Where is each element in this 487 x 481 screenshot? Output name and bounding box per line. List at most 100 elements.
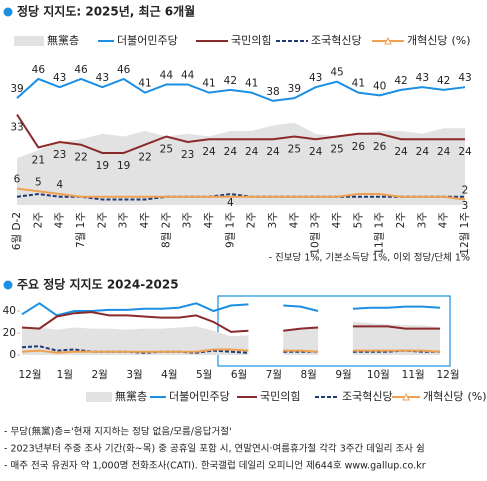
- data-label: 23: [181, 149, 194, 161]
- footnote: - 무당(無黨)층='현재 지지하는 정당 없음/모름/응답거절': [4, 426, 232, 438]
- data-label: 33: [10, 122, 23, 134]
- x-tick-label: 9월 1주: [224, 212, 236, 248]
- x-tick-label: 2주: [96, 212, 108, 229]
- x-tick-label: 2주: [395, 212, 407, 229]
- series-line: [16, 187, 466, 201]
- data-label: 39: [288, 83, 301, 95]
- data-label: 24: [437, 146, 451, 158]
- x-tick-label: 3월: [126, 369, 142, 381]
- legend-swatch: [14, 36, 44, 46]
- data-label: 43: [416, 72, 429, 84]
- x-tick-label: 7월: [266, 369, 282, 381]
- legend-label: 조국혁신당: [311, 34, 362, 47]
- data-label: 42: [224, 75, 237, 87]
- data-label: 24: [394, 146, 408, 158]
- footnote: - 2023년부터 주중 조사 기간(화~목) 중 공휴일 포함 시, 연말연시…: [4, 443, 425, 455]
- series-line: [16, 77, 466, 102]
- x-tick-label: 4주: [438, 212, 450, 229]
- legend-marker: [402, 392, 410, 401]
- data-label: 41: [202, 78, 215, 90]
- chart-title: 주요 정당 지지도 2024-2025: [17, 277, 179, 292]
- footnote: - 진보당 1%, 기본소득당 1%, 이외 정당/단체 1%: [269, 252, 470, 264]
- highlight-box: [217, 295, 451, 367]
- data-label: 26: [352, 141, 366, 153]
- x-tick-label: 3주: [267, 212, 279, 229]
- data-label: 2: [462, 185, 469, 197]
- legend-label: 국민의힘: [231, 34, 271, 47]
- data-label: 3: [462, 200, 469, 212]
- series-line: [21, 348, 441, 354]
- data-label: 43: [309, 72, 322, 84]
- x-tick-label: 4주: [203, 212, 215, 229]
- data-label: 41: [138, 78, 151, 90]
- legend-swatch: [86, 392, 112, 402]
- series-line: [21, 302, 441, 317]
- data-label: 25: [330, 144, 343, 156]
- data-label: 4: [227, 197, 234, 209]
- area: [17, 122, 465, 205]
- data-label: 41: [245, 78, 258, 90]
- y-tick-label: 0: [9, 349, 16, 361]
- data-label: 23: [53, 149, 66, 161]
- x-tick-label: 2주: [32, 212, 44, 229]
- data-label: 5: [35, 176, 42, 188]
- data-label: 24: [458, 146, 472, 158]
- title-bullet: [3, 7, 13, 17]
- x-tick-label: 8월: [300, 369, 316, 381]
- legend-marker: [384, 36, 392, 45]
- x-tick-label: 4주: [54, 212, 66, 229]
- x-tick-label: 7월 1주: [75, 212, 87, 248]
- data-label: 42: [394, 75, 407, 87]
- x-tick-label: 10월 3주: [310, 212, 322, 255]
- data-label: 43: [96, 72, 109, 84]
- x-tick-label: 4주: [288, 212, 300, 229]
- legend-label: 無黨층: [115, 389, 147, 403]
- data-label: 19: [117, 160, 130, 172]
- data-label: 24: [202, 146, 216, 158]
- x-tick-label: 11월: [402, 369, 425, 381]
- legend-label: 조국혁신당: [342, 390, 393, 403]
- area: [22, 326, 249, 355]
- area: [283, 326, 319, 355]
- title-bullet: [3, 280, 13, 290]
- x-tick-label: 3주: [182, 212, 194, 229]
- data-label: 22: [138, 152, 151, 164]
- series-line: [21, 311, 440, 333]
- x-tick-label: 6월: [231, 369, 247, 381]
- data-label: 22: [74, 152, 87, 164]
- x-tick-label: 11월 1주: [374, 212, 386, 255]
- area: [352, 322, 440, 355]
- x-tick-label: 4주: [331, 212, 343, 229]
- data-label: 38: [266, 86, 279, 98]
- x-tick-label: 1월: [57, 369, 73, 381]
- x-tick-label: 10월: [367, 369, 390, 381]
- x-tick-label: 2주: [246, 212, 258, 229]
- data-label: 43: [53, 72, 66, 84]
- legend-label: 개혁신당: [423, 390, 463, 403]
- legend-label: 개혁신당: [407, 34, 447, 47]
- data-label: 24: [309, 146, 323, 158]
- data-label: 24: [224, 146, 238, 158]
- data-label: 25: [160, 144, 173, 156]
- legend-label: 국민의힘: [260, 390, 300, 403]
- data-label: 6: [14, 174, 21, 186]
- x-tick-label: 6월 D-2: [11, 212, 23, 250]
- data-label: 44: [181, 69, 195, 81]
- legend-unit: (%): [467, 390, 486, 403]
- series-line: [16, 114, 465, 154]
- x-tick-label: 4주: [139, 212, 151, 229]
- x-tick-label: 5주: [352, 212, 364, 229]
- legend-label: 더불어민주당: [117, 34, 178, 47]
- data-label: 46: [74, 64, 88, 76]
- data-label: 24: [266, 146, 280, 158]
- legend-label: 無黨층: [47, 33, 79, 47]
- x-tick-label: 4월: [161, 369, 177, 381]
- y-tick-label: 40: [3, 305, 16, 317]
- data-label: 4: [56, 179, 63, 191]
- data-label: 46: [117, 64, 131, 76]
- x-tick-label: 9월: [335, 369, 351, 381]
- data-label: 25: [288, 144, 301, 156]
- data-label: 24: [245, 146, 259, 158]
- data-label: 44: [160, 69, 174, 81]
- x-tick-label: 5월: [196, 369, 212, 381]
